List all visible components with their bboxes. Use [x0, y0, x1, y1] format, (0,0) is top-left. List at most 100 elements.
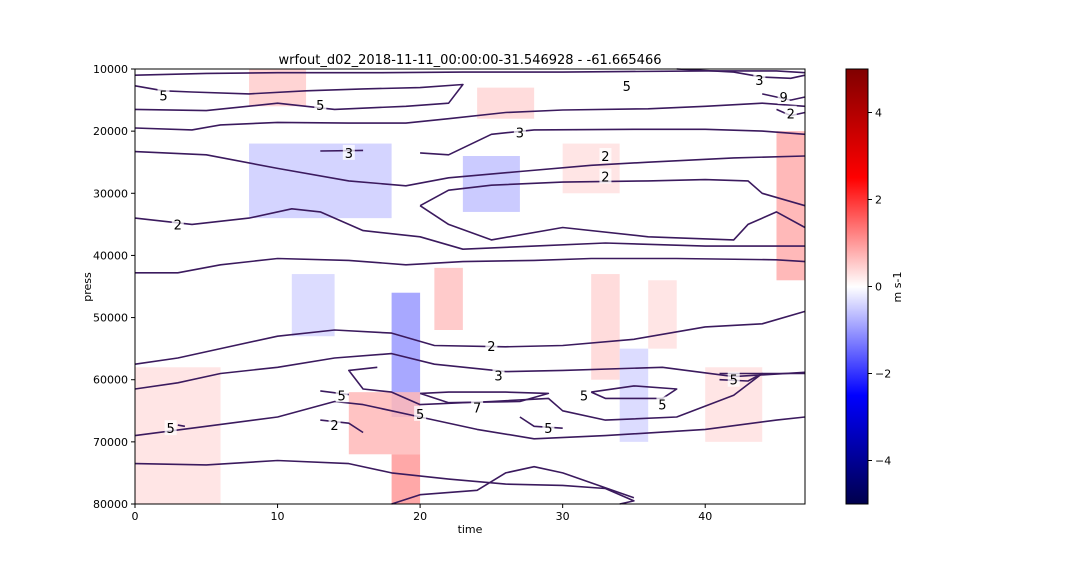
contour-level-label: 3	[755, 74, 763, 89]
contour-line	[320, 149, 364, 152]
contour-level-label: 2	[487, 340, 495, 355]
contour-label-bg	[513, 124, 526, 140]
x-tick-label: 10	[271, 510, 285, 523]
y-axis-label: press	[81, 272, 94, 302]
contour-label-bg	[578, 387, 591, 403]
contour-label-bg	[727, 371, 740, 387]
contour-line	[135, 257, 806, 274]
contour-level-label: 5	[580, 389, 588, 404]
contour-line	[347, 366, 805, 421]
colorbar-ticks: 4 2 0 −2 −4	[868, 107, 891, 468]
contour-label-bg	[542, 420, 555, 436]
contour-line	[177, 424, 186, 428]
contour-level-label: 7	[473, 402, 481, 417]
heatmap-cell	[619, 348, 649, 442]
contour-line	[519, 416, 563, 429]
x-tick-label: 40	[698, 510, 712, 523]
colorbar-tick-label: −2	[875, 368, 891, 381]
contour-label-bg	[599, 148, 612, 163]
heatmap-cell	[135, 367, 221, 504]
y-tick-label: 50000	[93, 312, 128, 325]
contour-label-bg	[314, 97, 327, 113]
contour-line	[134, 70, 806, 76]
heatmap-cell	[348, 392, 421, 455]
y-tick-label: 80000	[93, 498, 128, 511]
contour-label-bg	[777, 88, 790, 104]
contour-line	[134, 352, 806, 390]
contour-line	[419, 178, 806, 207]
contour-level-label: 5	[159, 90, 167, 105]
contour-label-bg	[342, 144, 355, 160]
contour-line	[590, 385, 678, 400]
colorbar-tick-label: 2	[875, 194, 882, 207]
contour-level-label: 3	[345, 147, 353, 162]
contour-level-label: 5	[730, 374, 738, 389]
contour-line	[134, 400, 806, 440]
y-tick-label: 20000	[93, 125, 128, 138]
contour-line	[391, 465, 635, 505]
heatmap-cell	[291, 274, 335, 337]
contour-label-bg	[599, 168, 612, 184]
colorbar-tick-label: 0	[875, 281, 882, 294]
plot-frame	[134, 68, 806, 505]
contour-level-label: 2	[601, 171, 609, 186]
colorbar-label: m s-1	[891, 272, 904, 303]
contour-line	[134, 150, 806, 187]
colorbar-tick-label: −4	[875, 455, 891, 468]
heatmap-cell	[249, 69, 307, 107]
contour-level-label: 5	[544, 422, 552, 437]
heatmap-cell	[249, 143, 392, 219]
contour-level-label: 2	[330, 419, 338, 434]
contour-level-label: 9	[779, 91, 787, 106]
y-tick-label: 60000	[93, 374, 128, 387]
y-axis: 10000 20000 30000 40000 50000 60000 70000 80000	[93, 63, 135, 511]
contour-level-label: 5	[658, 399, 666, 414]
contour-level-label: 5	[166, 422, 174, 437]
y-tick-label: 70000	[93, 436, 128, 449]
contour-label-bg	[157, 87, 170, 103]
contour-line	[134, 208, 805, 250]
x-tick-label: 20	[413, 510, 427, 523]
x-tick-label: 30	[556, 510, 570, 523]
contour-label-bg	[485, 338, 498, 354]
x-axis-label: time	[458, 523, 483, 536]
chart-title: wrfout_d02_2018-11-11_00:00:00-31.546928…	[278, 53, 661, 68]
contour-label-bg	[492, 367, 505, 383]
heatmap-cell	[434, 267, 463, 330]
contour-line	[419, 391, 550, 404]
contour-label-bg	[753, 72, 766, 88]
contour-label-bg	[471, 399, 484, 415]
colorbar-tick-label: 4	[875, 107, 882, 120]
contour-level-label: 5	[416, 408, 424, 423]
heatmap-cell	[477, 87, 535, 119]
contour-label-bg	[784, 105, 797, 121]
contour-label-bg	[164, 420, 177, 436]
contour-level-label: 3	[494, 369, 502, 384]
contour-label-bg	[656, 396, 669, 412]
contour-line	[420, 128, 806, 156]
heatmap-cell	[776, 131, 805, 281]
contour-label-bg	[328, 417, 341, 433]
y-tick-label: 40000	[93, 249, 128, 262]
contour-line	[134, 310, 806, 365]
contour-level-label: 5	[623, 80, 631, 95]
y-tick-label: 30000	[93, 187, 128, 200]
y-tick-label: 10000	[93, 63, 128, 76]
contour-line	[762, 93, 806, 101]
contour-level-label: 2	[787, 108, 795, 123]
heatmap-cell	[648, 280, 677, 349]
contour-level-label: 2	[174, 218, 182, 233]
contour-label-bg	[620, 77, 633, 93]
contour-line	[134, 102, 806, 131]
heatmap-layer	[135, 69, 805, 504]
heatmap-cell	[591, 274, 620, 380]
x-tick-label: 0	[132, 510, 139, 523]
contour-level-label: 3	[516, 126, 524, 141]
contour-label-bg	[335, 387, 348, 403]
x-axis: 0 10 20 30 40	[132, 504, 712, 523]
contour-level-label: 2	[601, 150, 609, 165]
contour-label-bg	[171, 216, 184, 232]
contour-line	[134, 83, 464, 112]
